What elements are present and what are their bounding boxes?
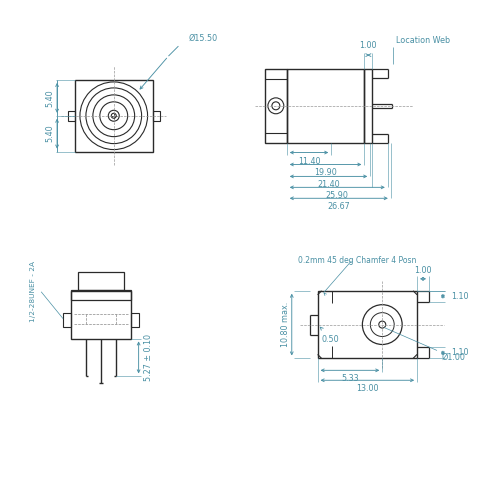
Text: 1/2-28UNEF - 2A: 1/2-28UNEF - 2A xyxy=(30,262,36,322)
Text: 5.33: 5.33 xyxy=(341,374,359,384)
Bar xyxy=(71,290,130,300)
Text: 19.90: 19.90 xyxy=(314,168,337,177)
Text: 5.40: 5.40 xyxy=(46,89,54,106)
Text: 1.10: 1.10 xyxy=(451,292,468,300)
Text: 25.90: 25.90 xyxy=(326,192,348,200)
Text: 10.80 max.: 10.80 max. xyxy=(282,302,290,347)
Bar xyxy=(63,312,71,326)
Bar xyxy=(71,291,130,339)
Text: 26.67: 26.67 xyxy=(328,202,350,211)
Text: Ø15.50: Ø15.50 xyxy=(188,34,218,43)
Text: 21.40: 21.40 xyxy=(317,180,340,190)
Text: 0.2mm 45 deg Chamfer 4 Posn: 0.2mm 45 deg Chamfer 4 Posn xyxy=(298,256,416,266)
Text: 1.00: 1.00 xyxy=(360,41,377,50)
Bar xyxy=(287,69,364,142)
Text: 5.27 ± 0.10: 5.27 ± 0.10 xyxy=(144,334,153,381)
Text: 11.40: 11.40 xyxy=(298,156,320,166)
Text: Location Web: Location Web xyxy=(396,36,450,45)
Bar xyxy=(68,111,75,120)
Text: 1.00: 1.00 xyxy=(414,266,432,275)
Text: 0.50: 0.50 xyxy=(322,334,340,344)
Bar xyxy=(78,272,124,290)
Bar xyxy=(152,111,160,120)
Text: Ø1.00: Ø1.00 xyxy=(442,352,466,362)
Bar xyxy=(364,69,372,142)
Bar xyxy=(318,291,417,358)
Text: 1.10: 1.10 xyxy=(451,348,468,358)
Text: 13.00: 13.00 xyxy=(356,384,378,393)
Bar xyxy=(75,80,152,152)
Bar xyxy=(130,312,138,326)
Text: 5.40: 5.40 xyxy=(46,125,54,142)
Bar xyxy=(265,69,287,142)
